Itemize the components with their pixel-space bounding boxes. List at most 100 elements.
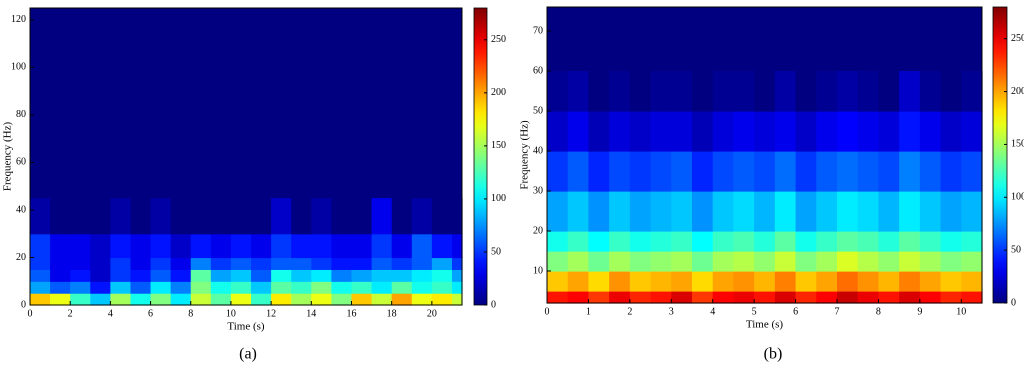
x-tick-label: 10 — [956, 306, 966, 317]
heat-cell — [110, 269, 132, 282]
heat-cell — [567, 151, 590, 192]
heat-cell — [351, 281, 373, 294]
heat-cell — [170, 257, 192, 270]
heat-cell — [650, 151, 672, 192]
heat-cell — [754, 271, 776, 292]
heat-cell — [391, 198, 413, 235]
y-tick-label: 100 — [11, 62, 26, 73]
heat-cell — [795, 71, 817, 112]
heat-cell — [230, 198, 252, 235]
colorbar-tick-label: 200 — [1011, 86, 1024, 97]
heat-cell — [899, 151, 921, 192]
heat-cell — [311, 233, 332, 259]
heat-cell — [170, 281, 192, 294]
heat-cell — [567, 111, 590, 152]
colorbar-tick-label: 50 — [491, 246, 501, 257]
heat-cell — [230, 281, 252, 294]
heat-cell — [692, 71, 714, 112]
heat-cell — [629, 271, 652, 292]
heat-cell — [961, 271, 983, 292]
heat-cell — [588, 271, 610, 292]
heat-cell — [170, 269, 192, 282]
heat-cell — [899, 191, 921, 232]
heat-cell — [774, 111, 797, 152]
heat-cell — [130, 293, 152, 306]
heat-cell — [50, 293, 71, 306]
heat-cell — [837, 231, 859, 252]
heat-cell — [878, 291, 900, 304]
heat-cell — [795, 251, 817, 272]
heat-cell — [110, 281, 132, 294]
heat-cell — [588, 231, 610, 252]
heat-cell — [774, 191, 797, 232]
heat-cell — [567, 291, 590, 304]
heat-cell — [547, 291, 569, 304]
heat-cell — [609, 111, 631, 152]
heat-cell — [588, 251, 610, 272]
heat-cell — [671, 151, 693, 192]
heat-cell — [899, 71, 921, 112]
heat-cell — [961, 191, 983, 232]
heat-cell — [609, 231, 631, 252]
heat-cell — [411, 293, 433, 306]
x-tick-label: 0 — [28, 308, 33, 319]
heat-cell — [629, 231, 652, 252]
heat-cell — [210, 257, 232, 270]
heat-cell — [451, 269, 463, 282]
heat-cell — [712, 271, 735, 292]
x-tick-label: 12 — [266, 308, 276, 319]
heat-cell — [961, 111, 983, 152]
heat-cell — [271, 293, 292, 306]
heat-cell — [816, 111, 838, 152]
heat-cell — [857, 231, 880, 252]
heat-cell — [919, 191, 942, 232]
y-tick-label: 60 — [533, 65, 543, 76]
heat-cell — [451, 233, 463, 259]
heat-cell — [816, 231, 838, 252]
heat-cell — [712, 191, 735, 232]
heat-cell — [961, 231, 983, 252]
heat-cell — [90, 269, 111, 282]
heat-cell — [774, 251, 797, 272]
heat-cell — [431, 293, 453, 306]
heat-cell — [251, 198, 272, 235]
heat-cell — [837, 251, 859, 272]
heat-cell — [754, 251, 776, 272]
heat-cell — [919, 231, 942, 252]
heat-cell — [899, 111, 921, 152]
plot-frame — [29, 7, 463, 306]
x-tick-label: 14 — [306, 308, 316, 319]
heat-cell — [692, 111, 714, 152]
heat-cell — [30, 269, 51, 282]
x-tick-label: 0 — [545, 306, 550, 317]
heat-cell — [90, 293, 111, 306]
heat-cell — [150, 281, 172, 294]
heat-cell — [961, 251, 983, 272]
heat-cell — [351, 198, 373, 235]
colorbar-tick-label: 250 — [1011, 33, 1024, 44]
heat-cell — [919, 291, 942, 304]
heat-cell — [311, 269, 332, 282]
colorbar-tick-label: 0 — [491, 299, 496, 310]
heat-cell — [650, 111, 672, 152]
heat-cell — [609, 71, 631, 112]
heat-cell — [251, 269, 272, 282]
heat-cell — [547, 71, 569, 112]
heat-cell — [671, 231, 693, 252]
heat-cell — [311, 293, 332, 306]
heat-cell — [547, 231, 569, 252]
heat-cell — [774, 71, 797, 112]
heat-cell — [331, 198, 353, 235]
heat-cell — [411, 233, 433, 259]
colorbar-tick-label: 150 — [491, 140, 506, 151]
heat-cell — [857, 291, 880, 304]
heat-cell — [331, 281, 353, 294]
heat-cell — [431, 269, 453, 282]
x-tick-label: 3 — [669, 306, 674, 317]
colorbar — [992, 6, 1008, 304]
heat-cell — [878, 191, 900, 232]
heat-cell — [733, 231, 755, 252]
heat-cell — [431, 233, 453, 259]
heat-cell — [210, 281, 232, 294]
